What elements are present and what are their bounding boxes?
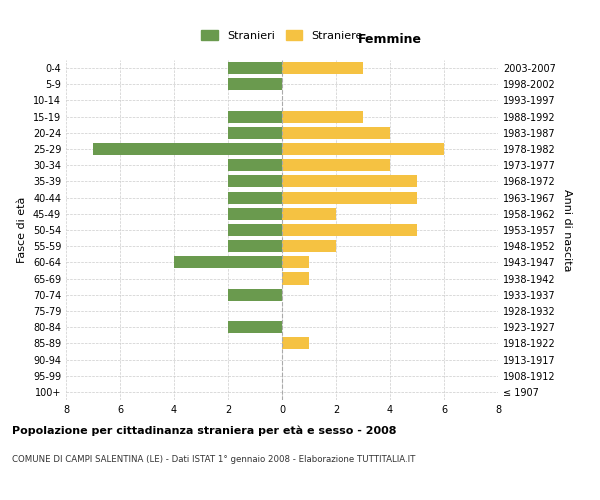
- Bar: [282, 338, 309, 349]
- Bar: [228, 208, 282, 220]
- Bar: [228, 127, 282, 139]
- Y-axis label: Anni di nascita: Anni di nascita: [562, 188, 572, 271]
- Bar: [282, 127, 390, 139]
- Bar: [228, 192, 282, 203]
- Bar: [282, 256, 309, 268]
- Bar: [228, 240, 282, 252]
- Bar: [93, 143, 282, 155]
- Bar: [228, 176, 282, 188]
- Bar: [282, 208, 336, 220]
- Bar: [282, 176, 417, 188]
- Bar: [282, 62, 363, 74]
- Bar: [228, 288, 282, 301]
- Text: COMUNE DI CAMPI SALENTINA (LE) - Dati ISTAT 1° gennaio 2008 - Elaborazione TUTTI: COMUNE DI CAMPI SALENTINA (LE) - Dati IS…: [12, 455, 415, 464]
- Bar: [282, 272, 309, 284]
- Bar: [228, 224, 282, 236]
- Bar: [228, 321, 282, 333]
- Bar: [228, 159, 282, 172]
- Bar: [228, 62, 282, 74]
- Y-axis label: Fasce di età: Fasce di età: [17, 197, 27, 263]
- Bar: [282, 224, 417, 236]
- Bar: [282, 159, 390, 172]
- Bar: [282, 240, 336, 252]
- Bar: [282, 192, 417, 203]
- Bar: [228, 78, 282, 90]
- Bar: [282, 143, 444, 155]
- Text: Femmine: Femmine: [358, 34, 422, 46]
- Text: Popolazione per cittadinanza straniera per età e sesso - 2008: Popolazione per cittadinanza straniera p…: [12, 425, 397, 436]
- Legend: Stranieri, Straniere: Stranieri, Straniere: [196, 25, 368, 46]
- Bar: [282, 110, 363, 122]
- Bar: [228, 110, 282, 122]
- Bar: [174, 256, 282, 268]
